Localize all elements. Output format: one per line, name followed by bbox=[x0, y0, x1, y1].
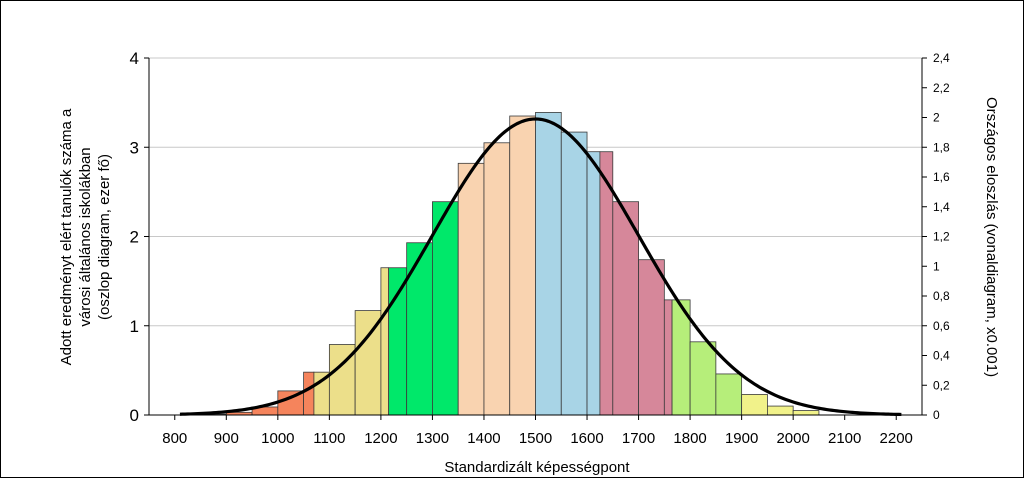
x-tick-label-800: 800 bbox=[162, 430, 187, 447]
x-tick-label-1500: 1500 bbox=[519, 430, 552, 447]
x-tick-label-1600: 1600 bbox=[570, 430, 603, 447]
y-right-tick-label-1,8: 1,8 bbox=[933, 140, 950, 154]
x-tick-label-2100: 2100 bbox=[828, 430, 861, 447]
x-tick-label-1000: 1000 bbox=[261, 430, 294, 447]
x-tick-label-900: 900 bbox=[214, 430, 239, 447]
y-left-tick-label-1: 1 bbox=[130, 317, 139, 336]
bar-12 bbox=[457, 162, 485, 416]
bar-9 bbox=[388, 267, 408, 416]
bar-10 bbox=[406, 242, 433, 416]
left-y-axis-label-line-2: városi általános iskolákban bbox=[77, 147, 94, 326]
y-right-tick-label-2,2: 2,2 bbox=[933, 81, 950, 95]
y-right-tick-label-1,6: 1,6 bbox=[933, 170, 950, 184]
national-distribution-curve bbox=[179, 117, 902, 417]
bar-14 bbox=[509, 115, 536, 416]
y-right-tick-label-0: 0 bbox=[933, 408, 940, 422]
bar-21 bbox=[663, 299, 673, 416]
bar-7 bbox=[354, 310, 382, 416]
y-right-tick-label-0,4: 0,4 bbox=[933, 349, 950, 363]
y-left-tick-label-4: 4 bbox=[130, 49, 139, 68]
y-left-tick-label-3: 3 bbox=[130, 138, 139, 157]
y-right-tick-label-0,8: 0,8 bbox=[933, 289, 950, 303]
bar-4 bbox=[303, 371, 315, 416]
bar-27 bbox=[792, 410, 820, 416]
bar-20 bbox=[638, 259, 665, 416]
x-axis-label: Standardizált képességpont bbox=[444, 459, 630, 476]
y-right-tick-label-1,4: 1,4 bbox=[933, 200, 950, 214]
x-tick-label-1300: 1300 bbox=[416, 430, 449, 447]
x-tick-label-2000: 2000 bbox=[776, 430, 809, 447]
y-right-tick-label-1: 1 bbox=[933, 259, 940, 273]
x-tick-label-2200: 2200 bbox=[880, 430, 913, 447]
bar-16 bbox=[560, 131, 588, 416]
bar-23 bbox=[689, 341, 717, 416]
x-tick-label-1100: 1100 bbox=[313, 430, 345, 447]
y-right-tick-label-0,2: 0,2 bbox=[933, 378, 950, 392]
bar-11 bbox=[432, 201, 459, 416]
y-right-tick-label-1,2: 1,2 bbox=[933, 230, 950, 244]
y-left-tick-label-0: 0 bbox=[130, 406, 139, 425]
bar-26 bbox=[767, 405, 794, 416]
bar-24 bbox=[715, 373, 743, 416]
y-left-tick-label-2: 2 bbox=[130, 228, 139, 247]
histogram-bars bbox=[200, 112, 820, 416]
bar-15 bbox=[535, 112, 562, 416]
y-right-tick-label-2,4: 2,4 bbox=[933, 51, 950, 65]
x-tick-label-1400: 1400 bbox=[467, 430, 500, 447]
bar-8 bbox=[380, 267, 390, 416]
x-tick-label-1700: 1700 bbox=[622, 430, 655, 447]
bar-13 bbox=[483, 142, 511, 416]
bar-19 bbox=[612, 201, 639, 416]
y-right-tick-label-2: 2 bbox=[933, 111, 940, 125]
y-right-tick-label-0,6: 0,6 bbox=[933, 319, 950, 333]
x-tick-label-1900: 1900 bbox=[725, 430, 758, 447]
bar-17 bbox=[586, 151, 601, 416]
right-y-axis-label: Országos eloszlás (vonaldiagram, x0.001) bbox=[983, 97, 1000, 377]
x-tick-label-1200: 1200 bbox=[364, 430, 397, 447]
x-tick-label-1800: 1800 bbox=[673, 430, 706, 447]
left-y-axis-label-line-1: Adott eredményt elért tanulók száma a bbox=[58, 108, 75, 365]
x-axis-ticks: 800 900 1000 1100 1200 1300 1400 1500 1600 1700 18… bbox=[162, 415, 913, 447]
left-y-axis-label-line-3: (oszlop diagram, ezer fő) bbox=[96, 154, 113, 320]
right-y-axis-ticks: 0 0,2 0,4 0,6 0,8 1 1,2 1,4 1,6 1,8 2 2,2 2,4 bbox=[922, 51, 950, 422]
bar-25 bbox=[741, 394, 768, 416]
left-y-axis-ticks: 0 1 2 3 4 bbox=[130, 49, 149, 425]
